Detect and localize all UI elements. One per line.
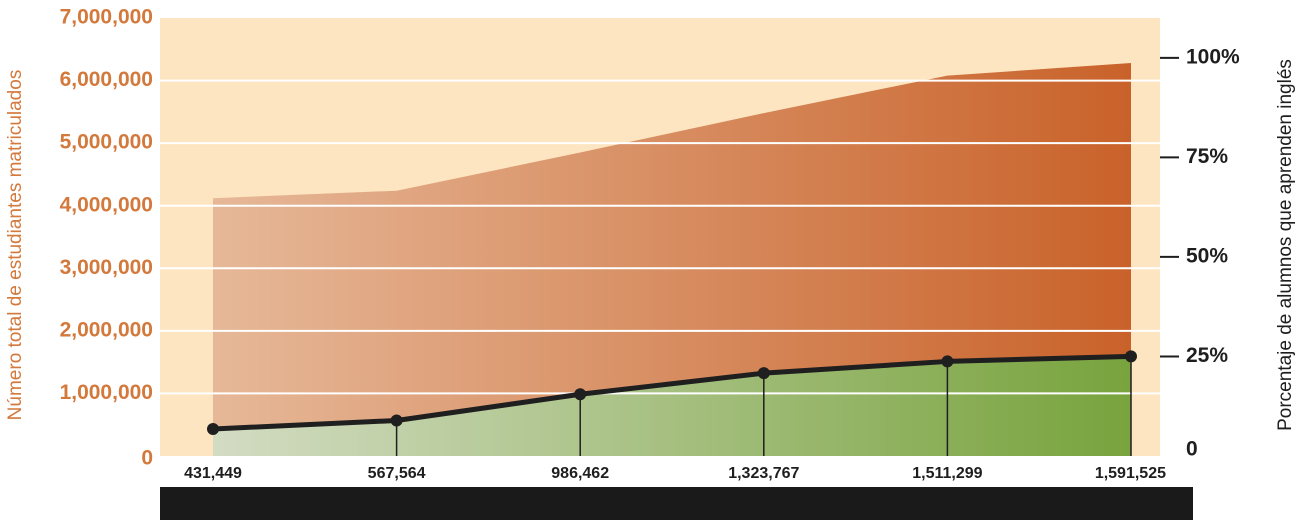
y-right-tick-label: 0: [1186, 438, 1198, 461]
data-point: [941, 355, 954, 368]
data-point: [1125, 350, 1137, 363]
y-tick-label: 7,000,000: [60, 6, 153, 29]
data-point: [757, 367, 770, 380]
y-tick-label: 6,000,000: [60, 68, 153, 91]
y-tick-label: 1,000,000: [60, 381, 153, 404]
y-right-tick-label: 75%: [1186, 145, 1228, 168]
y-tick-label: 5,000,000: [60, 131, 153, 154]
y-tick-label: 4,000,000: [60, 193, 153, 216]
x-tick-label: 1,323,767: [728, 465, 799, 482]
series-line: [212, 353, 1132, 432]
data-point: [390, 414, 403, 427]
total-enrollment-area: [213, 63, 1131, 457]
x-tick-label: 1,591,525: [1095, 465, 1166, 482]
data-point: [207, 423, 219, 436]
y-right-tick-label: 50%: [1186, 244, 1228, 267]
y-right-tick-label: 100%: [1186, 45, 1240, 68]
x-tick-label: 986,462: [551, 465, 609, 482]
y-right-axis-title: Porcentaje de alumnos que aprenden inglé…: [1275, 59, 1296, 431]
x-tick-label: 431,449: [184, 465, 242, 482]
x-tick-label: 1,511,299: [912, 465, 982, 482]
data-point: [574, 388, 587, 401]
x-tick-label: 567,564: [368, 465, 426, 482]
bottom-bar: [160, 487, 1193, 520]
y-axis-title: Número total de estudiantes matriculados: [5, 70, 26, 421]
y-tick-label: 3,000,000: [60, 256, 153, 279]
y-tick-label: 0: [141, 447, 153, 470]
ell-area: [213, 356, 1131, 456]
y-tick-label: 2,000,000: [60, 318, 153, 341]
y-right-tick-label: 25%: [1186, 344, 1228, 367]
